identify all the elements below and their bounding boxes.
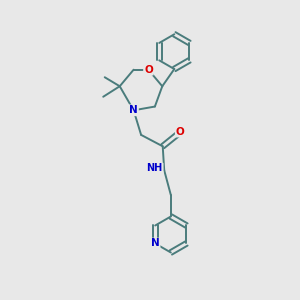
Text: O: O — [176, 127, 184, 136]
Text: N: N — [151, 238, 160, 248]
Text: O: O — [144, 65, 153, 75]
Text: N: N — [129, 105, 138, 115]
Text: NH: NH — [146, 164, 163, 173]
